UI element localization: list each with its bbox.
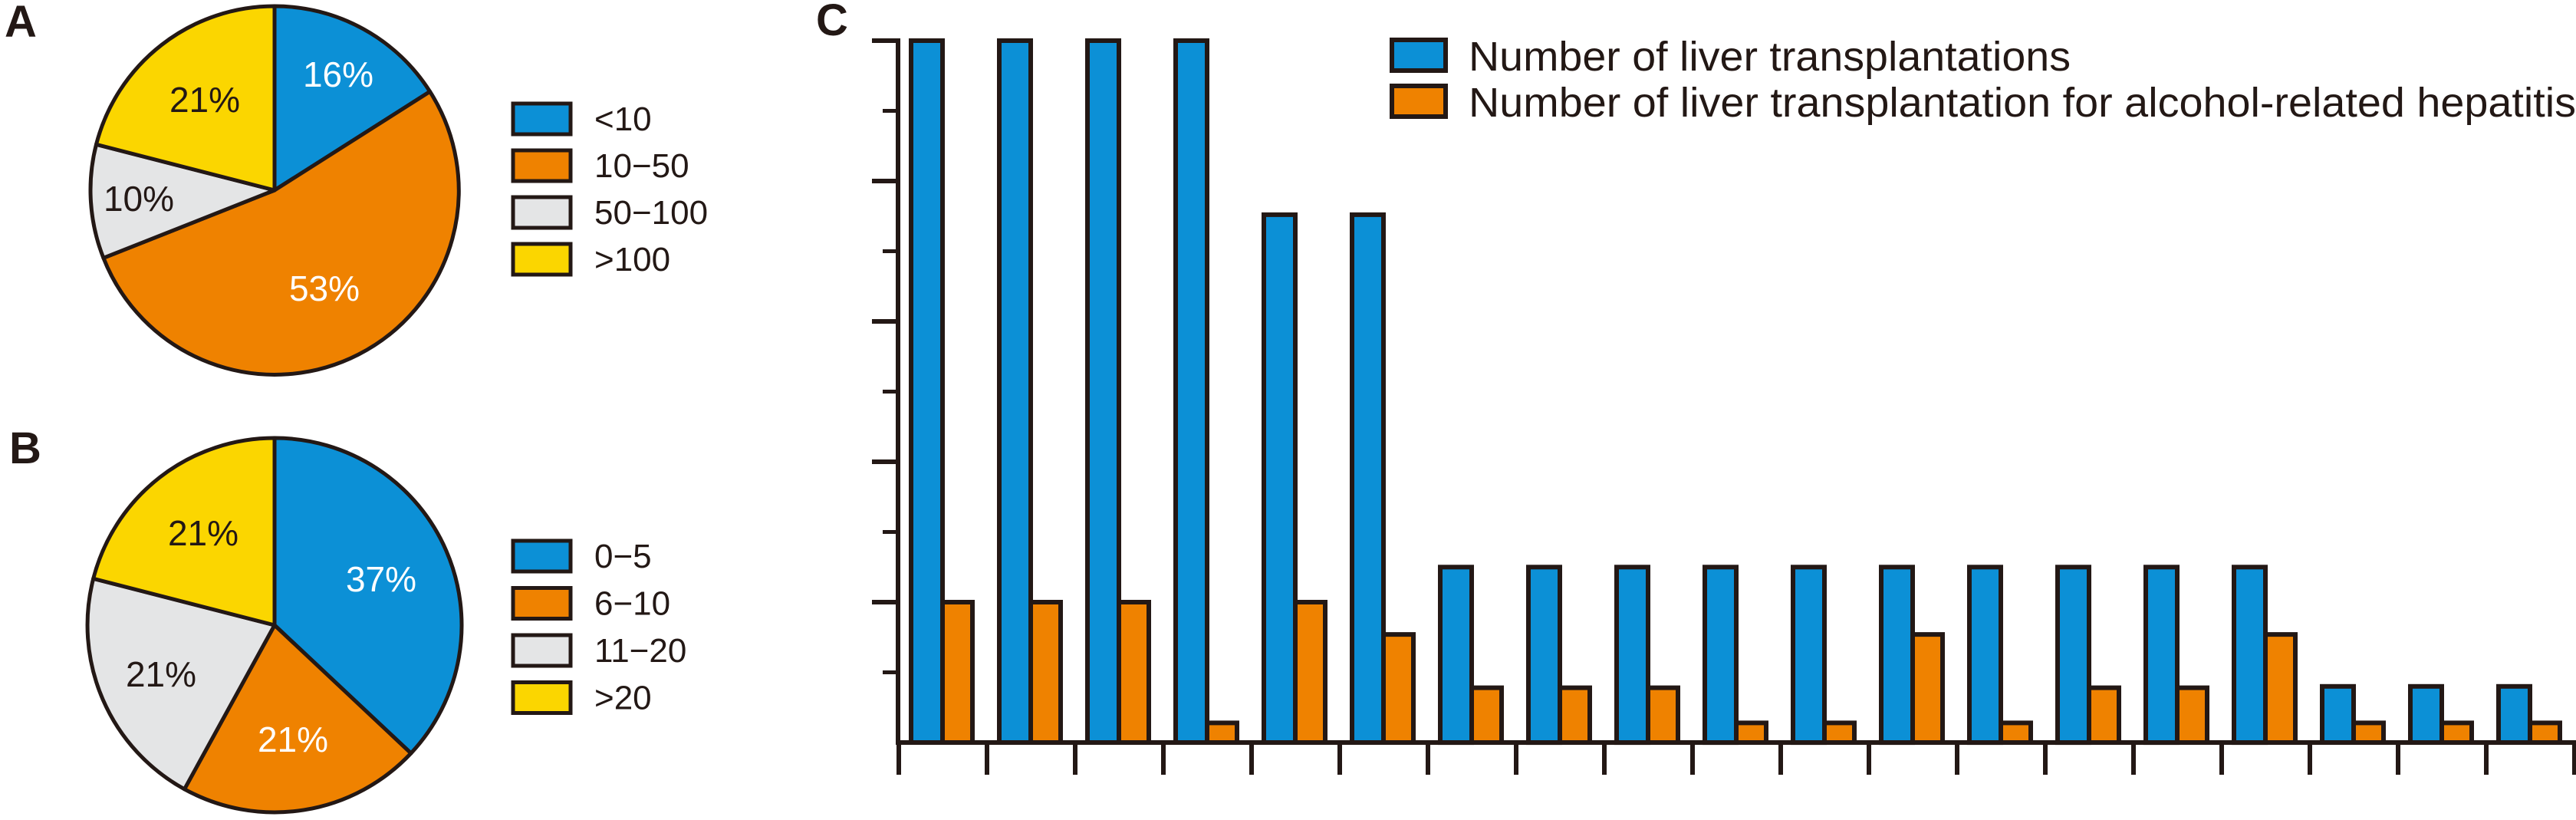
bar-blue-group-8 [1526,565,1562,746]
bar-blue-group-12 [1879,565,1915,746]
legend-label: Number of liver transplantations [1469,34,2071,80]
legend-label: 11−20 [594,632,686,670]
legend-swatch-orange [1390,84,1448,119]
bar-blue-group-13 [1967,565,2003,746]
panel-c-label: C [816,0,848,45]
pie-slice-percent-label: 10% [104,179,174,219]
legend-label: <10 [594,100,652,138]
pie-slice-percent-label: 21% [258,720,328,759]
legend-label: 6−10 [594,585,670,623]
legend-swatch-orange [511,148,573,183]
pie-slice-610 [183,623,413,815]
pie-slice-05 [272,436,464,756]
pie-slice-50100 [88,142,277,260]
bar-orange-group-6 [1381,632,1416,745]
bar-orange-group-18 [2439,720,2474,746]
bar-chart-c [909,38,2562,746]
bar-orange-group-7 [1469,685,1504,745]
pie-b-legend: 0−5 6−10 11−20 >20 [511,538,686,717]
bar-blue-group-3 [1085,38,1121,745]
bar-orange-group-9 [1646,685,1680,745]
legend-swatch-gray [511,633,573,668]
bar-orange-group-19 [2528,720,2562,746]
pie-slice-1050 [101,89,461,377]
legend-swatch-orange [511,586,573,621]
bar-orange-group-5 [1293,600,1327,745]
bar-orange-group-15 [2175,685,2209,745]
panel-a-label: A [5,0,37,47]
pie-slice-100 [94,4,277,193]
pie-slice-percent-label: 21% [169,80,240,120]
bar-blue-group-6 [1350,212,1386,745]
bar-orange-group-17 [2351,720,2386,746]
bar-blue-group-17 [2320,683,2356,745]
pie-slice-20 [91,436,277,627]
bar-orange-group-8 [1558,685,1592,745]
legend-swatch-yellow [511,680,573,715]
bar-blue-group-4 [1173,38,1209,745]
bar-blue-group-9 [1614,565,1650,746]
legend-label: 0−5 [594,538,652,575]
bar-blue-group-11 [1791,565,1827,746]
legend-label: >20 [594,680,652,717]
bar-blue-group-7 [1438,565,1474,746]
bar-blue-group-2 [997,38,1033,745]
bar-blue-group-14 [2055,565,2091,746]
pie-slice-10 [272,4,433,193]
legend-label: Number of liver transplantation for alco… [1469,80,2576,126]
legend-swatch-yellow [511,242,573,277]
bar-blue-group-1 [909,38,945,745]
pie-slice-percent-label: 21% [168,513,239,553]
legend-swatch-blue [1390,38,1448,73]
bar-blue-group-15 [2143,565,2180,746]
bar-orange-group-4 [1205,720,1239,746]
bar-orange-group-3 [1117,600,1151,745]
bar-orange-group-10 [1734,720,1768,746]
panel-b-label: B [9,423,41,473]
bar-orange-group-1 [940,600,975,745]
pie-slice-percent-label: 21% [126,654,196,694]
pie-slice-1120 [85,576,277,792]
bar-orange-group-13 [1999,720,2033,746]
pie-chart-b: 37% 21% 21% 21% [85,436,464,815]
legend-swatch-blue [511,538,573,574]
bar-chart-axes [872,38,2576,775]
bar-blue-group-19 [2496,683,2532,745]
legend-label: >100 [594,241,670,278]
bar-orange-group-2 [1028,600,1063,745]
pie-slice-percent-label: 37% [346,559,416,599]
pie-slice-percent-label: 53% [289,268,360,308]
bar-blue-group-5 [1262,212,1298,745]
pie-a-legend: <10 10−50 50−100 >100 [511,100,708,278]
bar-orange-group-11 [1822,720,1857,746]
legend-swatch-blue [511,101,573,137]
bar-orange-group-14 [2087,685,2121,745]
legend-label: 50−100 [594,194,708,232]
bar-blue-group-16 [2232,565,2268,746]
bar-orange-group-16 [2263,632,2298,745]
legend-label: 10−50 [594,147,689,185]
legend-swatch-gray [511,195,573,230]
pie-slice-percent-label: 16% [303,54,373,94]
pie-chart-a: 16% 53% 10% 21% [88,4,461,377]
bar-orange-group-12 [1910,632,1945,745]
bar-blue-group-18 [2408,683,2444,745]
bar-blue-group-10 [1703,565,1739,746]
